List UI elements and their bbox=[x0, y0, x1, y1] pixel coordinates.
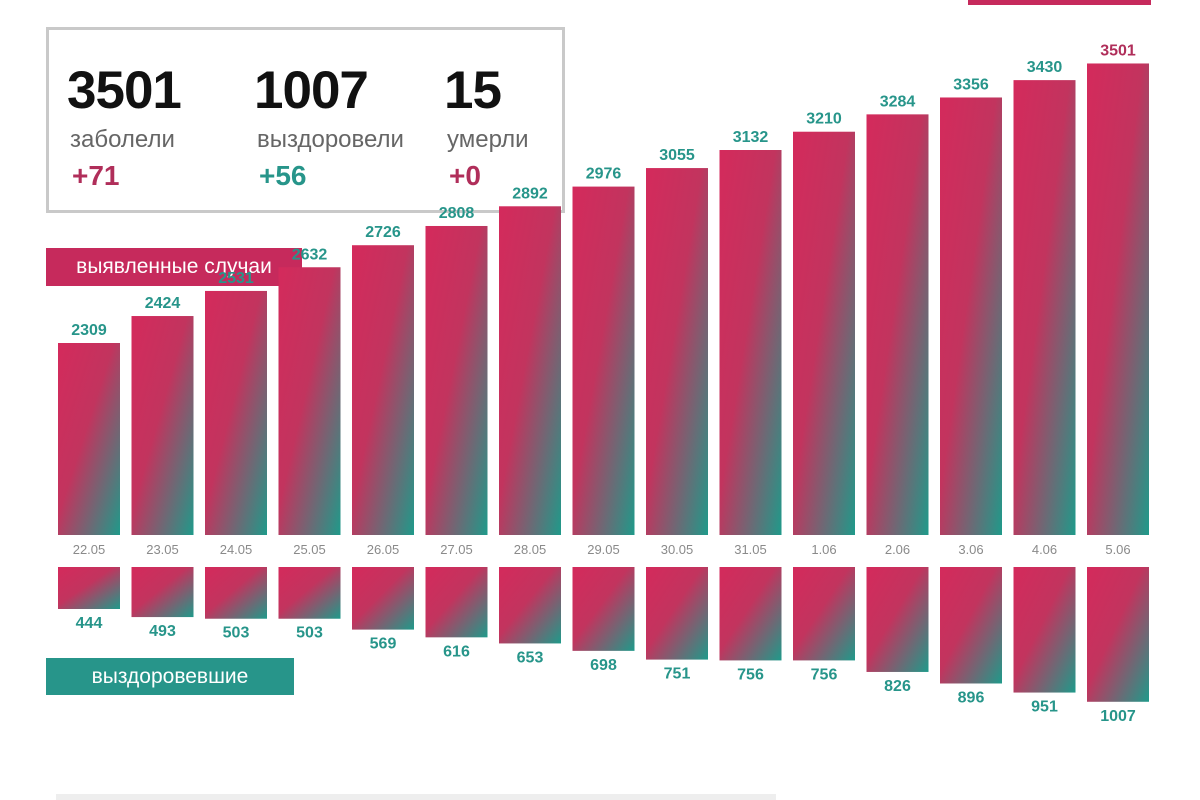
date-label-23.05: 23.05 bbox=[146, 542, 179, 557]
cases-value-31.05: 3132 bbox=[733, 129, 769, 146]
date-label-2.06: 2.06 bbox=[885, 542, 910, 557]
date-label-4.06: 4.06 bbox=[1032, 542, 1057, 557]
recovered-bar-30.05 bbox=[646, 567, 708, 660]
recovered-bar-28.05 bbox=[499, 567, 561, 644]
recovered-bars bbox=[58, 567, 1149, 702]
cases-value-23.05: 2424 bbox=[145, 295, 181, 312]
stat-deaths-label: умерли bbox=[447, 126, 529, 153]
cases-value-labels: 2309 2424 2531 2632 2726 2808 2892 2976 3055 3132… bbox=[71, 42, 1136, 339]
cases-bar-30.05 bbox=[646, 168, 708, 536]
recovered-bar-24.05 bbox=[205, 567, 267, 619]
cases-bars bbox=[58, 63, 1149, 536]
cases-value-27.05: 2808 bbox=[439, 205, 475, 222]
cases-bar-27.05 bbox=[425, 225, 488, 535]
cases-value-25.05: 2632 bbox=[292, 246, 328, 263]
cases-bar-5.06 bbox=[1087, 63, 1149, 535]
stat-deaths-delta: +0 bbox=[449, 160, 481, 191]
date-labels: 22.05 23.05 24.05 25.05 26.05 27.05 28.05 29.05… bbox=[73, 542, 1131, 557]
cases-value-29.05: 2976 bbox=[586, 166, 622, 183]
cases-bar-29.05 bbox=[572, 186, 635, 535]
cases-value-5.06: 3501 bbox=[1100, 42, 1136, 59]
recovered-bar-25.05 bbox=[278, 567, 341, 619]
date-label-29.05: 29.05 bbox=[587, 542, 620, 557]
recovered-value-28.05: 653 bbox=[517, 649, 544, 666]
stat-recovered-delta: +56 bbox=[259, 160, 307, 191]
recovered-bar-1.06 bbox=[793, 567, 855, 661]
recovered-value-3.06: 896 bbox=[958, 689, 985, 706]
recovered-bar-5.06 bbox=[1087, 567, 1149, 702]
recovered-value-labels: 444 493 503 503 569 616 653 698 751 756 756 826 896 9… bbox=[76, 615, 1136, 725]
cases-value-28.05: 2892 bbox=[512, 185, 548, 202]
stat-deaths-number: 15 bbox=[444, 61, 502, 120]
cases-bar-28.05 bbox=[499, 206, 561, 535]
cases-bar-26.05 bbox=[352, 245, 414, 535]
top-accent-bar bbox=[968, 0, 1151, 5]
cases-bar-25.05 bbox=[278, 267, 341, 535]
cases-value-22.05: 2309 bbox=[71, 322, 107, 339]
cases-bar-24.05 bbox=[205, 290, 267, 535]
recovered-value-26.05: 569 bbox=[370, 636, 397, 653]
date-label-31.05: 31.05 bbox=[734, 542, 767, 557]
cases-value-30.05: 3055 bbox=[659, 147, 695, 164]
recovered-value-25.05: 503 bbox=[296, 625, 323, 642]
legend-recovered-label: выздоровевшие bbox=[46, 658, 294, 695]
cases-value-24.05: 2531 bbox=[218, 270, 254, 287]
recovered-value-23.05: 493 bbox=[149, 623, 176, 640]
recovered-value-31.05: 756 bbox=[737, 666, 764, 683]
cases-value-26.05: 2726 bbox=[365, 224, 401, 241]
recovered-value-4.06: 951 bbox=[1031, 699, 1058, 716]
recovered-bar-4.06 bbox=[1013, 567, 1076, 693]
date-label-3.06: 3.06 bbox=[958, 542, 983, 557]
date-label-26.05: 26.05 bbox=[367, 542, 400, 557]
legend-cases-label: выявленные случаи bbox=[46, 248, 302, 286]
date-label-30.05: 30.05 bbox=[661, 542, 694, 557]
cases-value-1.06: 3210 bbox=[806, 111, 842, 128]
recovered-bar-2.06 bbox=[866, 567, 929, 672]
date-label-24.05: 24.05 bbox=[220, 542, 253, 557]
recovered-value-27.05: 616 bbox=[443, 643, 470, 660]
recovered-bar-31.05 bbox=[719, 567, 782, 661]
stats-panel: 3501 заболели +71 1007 выздоровели +56 1… bbox=[46, 27, 565, 213]
recovered-bar-27.05 bbox=[425, 567, 488, 638]
cases-bar-3.06 bbox=[940, 97, 1002, 535]
cases-bar-23.05 bbox=[131, 316, 194, 535]
recovered-value-22.05: 444 bbox=[76, 615, 103, 632]
date-label-5.06: 5.06 bbox=[1105, 542, 1130, 557]
stat-infected-number: 3501 bbox=[67, 61, 182, 120]
recovered-bar-29.05 bbox=[572, 567, 635, 651]
date-label-28.05: 28.05 bbox=[514, 542, 547, 557]
recovered-value-5.06: 1007 bbox=[1100, 708, 1136, 725]
recovered-value-24.05: 503 bbox=[223, 625, 250, 642]
stat-recovered-number: 1007 bbox=[254, 61, 369, 120]
recovered-bar-23.05 bbox=[131, 567, 194, 618]
cases-bar-4.06 bbox=[1013, 80, 1076, 536]
recovered-bar-22.05 bbox=[58, 567, 120, 609]
stat-infected-delta: +71 bbox=[72, 160, 120, 191]
cases-bar-22.05 bbox=[58, 343, 120, 535]
cases-bar-2.06 bbox=[866, 114, 929, 536]
recovered-value-1.06: 756 bbox=[811, 666, 838, 683]
cases-value-2.06: 3284 bbox=[880, 93, 916, 110]
date-label-1.06: 1.06 bbox=[811, 542, 836, 557]
date-label-25.05: 25.05 bbox=[293, 542, 326, 557]
footer-faded-text bbox=[56, 794, 776, 800]
recovered-value-30.05: 751 bbox=[664, 666, 691, 683]
date-label-27.05: 27.05 bbox=[440, 542, 473, 557]
recovered-bar-3.06 bbox=[940, 567, 1002, 684]
cases-value-4.06: 3430 bbox=[1027, 59, 1063, 76]
stat-recovered-label: выздоровели bbox=[257, 126, 404, 153]
recovered-value-2.06: 826 bbox=[884, 678, 911, 695]
date-label-22.05: 22.05 bbox=[73, 542, 106, 557]
cases-bar-31.05 bbox=[719, 150, 782, 535]
cases-value-3.06: 3356 bbox=[953, 76, 989, 93]
recovered-value-29.05: 698 bbox=[590, 657, 617, 674]
stat-infected-label: заболели bbox=[70, 126, 175, 153]
cases-bar-1.06 bbox=[793, 131, 855, 535]
recovered-bar-26.05 bbox=[352, 567, 414, 630]
